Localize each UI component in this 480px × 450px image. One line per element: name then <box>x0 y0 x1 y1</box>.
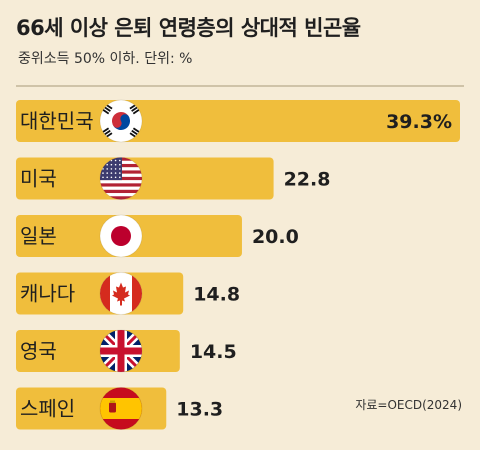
chart-title: 66세 이상 은퇴 연령층의 상대적 빈곤율 <box>16 16 361 40</box>
korea-flag-icon <box>99 99 143 143</box>
bar <box>16 272 184 315</box>
spain-flag-icon <box>99 387 143 430</box>
usa-flag-icon <box>99 157 143 200</box>
category-label: 캐나다 <box>20 282 75 306</box>
bar-row: 미국 22.8 <box>16 157 331 200</box>
category-label: 대한민국 <box>20 109 94 133</box>
bar-row: 캐나다 14.8 <box>16 272 240 315</box>
value-label: 14.8 <box>193 284 240 306</box>
bar-row: 대한민국 39.3% <box>16 99 460 143</box>
bar-row: 일본 20.0 <box>16 214 299 258</box>
bar-row: 스페인 13.3 <box>16 387 223 430</box>
value-label: 13.3 <box>176 399 223 421</box>
category-label: 일본 <box>20 224 57 248</box>
bar <box>16 157 274 200</box>
value-label: 14.5 <box>190 341 237 363</box>
canada-flag-icon <box>99 272 143 315</box>
title-divider <box>16 85 464 87</box>
value-label: 20.0 <box>252 226 299 248</box>
category-label: 미국 <box>20 167 57 191</box>
bar-row: 영국 14.5 <box>16 329 237 373</box>
chart-subtitle: 중위소득 50% 이하. 단위: % <box>18 51 193 67</box>
japan-flag-icon <box>99 214 143 258</box>
source-note: 자료=OECD(2024) <box>355 398 462 412</box>
value-label: 22.8 <box>284 169 331 191</box>
uk-flag-icon <box>99 329 143 373</box>
category-label: 스페인 <box>20 397 75 421</box>
category-label: 영국 <box>20 339 57 363</box>
value-label: 39.3% <box>386 111 452 133</box>
